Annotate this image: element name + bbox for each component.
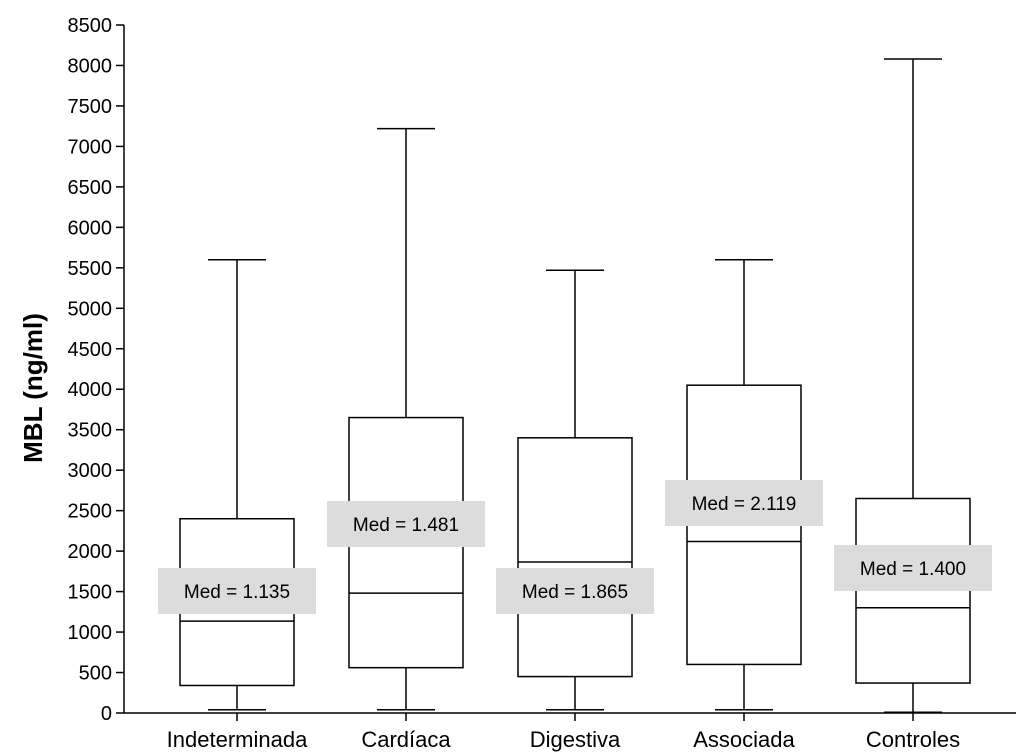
box-4 bbox=[855, 58, 971, 713]
y-tick-label: 2000 bbox=[68, 541, 113, 563]
y-tick-label: 6000 bbox=[68, 217, 113, 239]
y-tick-label: 5000 bbox=[68, 298, 113, 320]
median-label-bg bbox=[665, 480, 823, 526]
y-tick-label: 500 bbox=[79, 663, 112, 685]
median-label: Med = 1.481 bbox=[327, 501, 485, 547]
x-axis: Indeterminada Cardíaca Digestiva Associada C… bbox=[124, 712, 1016, 752]
median-label-bg bbox=[158, 568, 316, 614]
x-tick-label: Cardíaca bbox=[361, 727, 451, 752]
y-tick-label: 1000 bbox=[68, 622, 113, 644]
y-tick-label: 1500 bbox=[68, 582, 113, 604]
y-axis: 0 500 1000 1500 2000 2500 3000 3500 4000 4500 5000… bbox=[68, 15, 125, 725]
median-label: Med = 1.400 bbox=[834, 545, 992, 591]
median-label-text: Med = 1.865 bbox=[522, 582, 628, 603]
box-2 bbox=[517, 269, 633, 711]
box-0 bbox=[179, 258, 295, 711]
y-tick-label: 4500 bbox=[68, 339, 113, 361]
y-tick-label: 7500 bbox=[68, 96, 113, 118]
y-tick-label: 4000 bbox=[68, 379, 113, 401]
y-tick-label: 6500 bbox=[68, 177, 113, 199]
y-axis-title: MBL (ng/ml) bbox=[18, 313, 48, 463]
y-tick-label: 3000 bbox=[68, 460, 113, 482]
median-label-bg bbox=[327, 501, 485, 547]
median-label-text: Med = 1.400 bbox=[860, 559, 966, 580]
median-label: Med = 2.119 bbox=[665, 480, 823, 526]
boxes bbox=[179, 58, 971, 713]
box-iqr bbox=[517, 437, 633, 678]
y-tick-label: 5500 bbox=[68, 258, 113, 280]
x-tick-label: Associada bbox=[693, 727, 795, 752]
y-tick-label: 8000 bbox=[68, 55, 113, 77]
median-label: Med = 1.865 bbox=[496, 568, 654, 614]
median-label-text: Med = 1.481 bbox=[353, 515, 459, 536]
x-tick-label: Digestiva bbox=[530, 727, 621, 752]
x-tick-label: Controles bbox=[866, 727, 960, 752]
y-tick-label: 2500 bbox=[68, 501, 113, 523]
y-tick-label: 8500 bbox=[68, 15, 113, 37]
median-label-text: Med = 2.119 bbox=[692, 494, 797, 515]
median-label-bg bbox=[496, 568, 654, 614]
x-tick-label: Indeterminada bbox=[167, 727, 308, 752]
median-label-bg bbox=[834, 545, 992, 591]
median-label: Med = 1.135 bbox=[158, 568, 316, 614]
median-labels: Med = 1.135 Med = 1.481 Med = 1.865 Med = 2… bbox=[158, 480, 992, 614]
y-tick-label: 3500 bbox=[68, 420, 113, 442]
y-tick-label: 7000 bbox=[68, 136, 113, 158]
y-tick-label: 0 bbox=[101, 703, 112, 725]
box-1 bbox=[348, 127, 464, 711]
median-label-text: Med = 1.135 bbox=[184, 582, 290, 603]
